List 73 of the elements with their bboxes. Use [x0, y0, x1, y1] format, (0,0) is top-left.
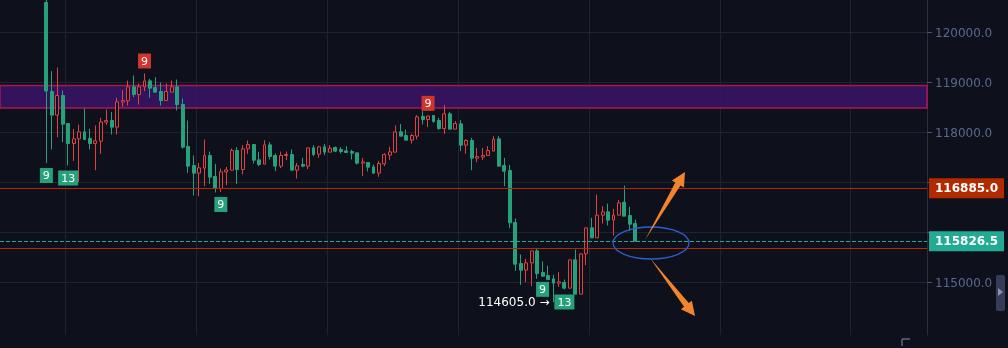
candlestick: [524, 258, 528, 283]
candlestick: [93, 125, 97, 171]
candlestick: [192, 155, 196, 196]
candlestick: [568, 259, 572, 289]
candlestick: [312, 144, 315, 157]
candlestick: [562, 279, 566, 290]
candlestick: [295, 162, 299, 179]
candlestick: [366, 161, 370, 172]
candlestick: [595, 194, 599, 239]
candlestick: [475, 147, 479, 163]
candlestick: [115, 97, 119, 135]
candlestick: [290, 149, 294, 171]
candlestick: [535, 248, 539, 280]
candlestick: [323, 143, 326, 156]
candlestick: [263, 139, 266, 165]
candlestick: [617, 199, 621, 216]
candlestick: [459, 119, 463, 152]
candlestick: [372, 164, 375, 174]
annotation: 9: [42, 169, 50, 182]
candlestick: [175, 79, 179, 111]
candlestick: [164, 83, 168, 101]
candlestick: [235, 146, 239, 185]
candlestick: [470, 137, 474, 171]
annotation: 13: [61, 171, 76, 185]
annotation: 9: [217, 198, 225, 211]
candlestick: [306, 147, 310, 170]
candlestick: [328, 144, 332, 153]
candlestick: [301, 157, 305, 168]
candlestick: [530, 250, 534, 287]
y-tick-label: 115000.0: [935, 275, 993, 290]
candlestick: [448, 111, 452, 130]
candlestick: [83, 108, 86, 141]
annotation: 9: [539, 282, 547, 296]
candlestick: [55, 67, 59, 138]
candlestick: [143, 73, 146, 92]
candlestick: [230, 148, 234, 171]
candlestick: [333, 146, 337, 153]
candlestick: [432, 115, 435, 124]
candlestick: [622, 185, 626, 217]
candlestick: [606, 203, 610, 226]
annotation: 9: [141, 54, 148, 68]
candlestick: [50, 70, 54, 150]
candlestick: [492, 135, 495, 152]
candlestick: [437, 117, 441, 131]
y-tick-label: 120000.0: [935, 25, 993, 40]
candlestick: [159, 82, 163, 106]
candlestick: [137, 83, 141, 105]
candlestick: [453, 120, 457, 130]
candlestick: [110, 111, 114, 135]
ref-line-label: 115826.5: [935, 234, 999, 249]
candlestick: [44, 0, 48, 164]
candlestick: [601, 205, 605, 224]
candlestick: [197, 162, 201, 197]
candlestick: [421, 110, 425, 125]
candlestick: [557, 271, 561, 288]
candlestick: [317, 145, 321, 159]
y-tick-label: 119000.0: [935, 75, 993, 90]
y-tick-label: 118000.0: [935, 125, 993, 140]
annotation: 114605.0 →: [478, 295, 550, 310]
candlestick: [88, 128, 92, 150]
candlestick: [132, 75, 136, 98]
candlestick: [464, 138, 468, 155]
candlestick: [442, 104, 446, 135]
ref-line-label: 116885.0: [935, 181, 999, 196]
annotation: 9: [424, 96, 432, 110]
candlestick: [612, 208, 615, 236]
candlestick: [361, 157, 365, 177]
candlestick: [590, 217, 594, 239]
annotation: 13: [557, 295, 572, 309]
candlestick: [203, 139, 206, 187]
candlestick: [426, 115, 430, 128]
candlestick: [519, 254, 523, 286]
candlestick: [170, 80, 174, 93]
